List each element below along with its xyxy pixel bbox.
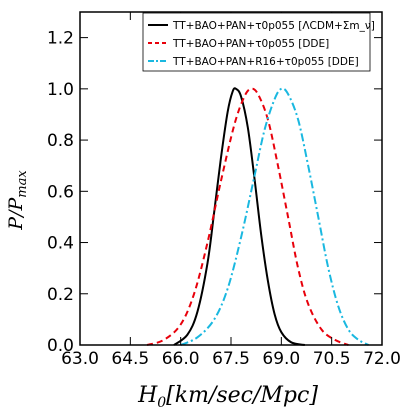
x-tick-label: 69.0 [262, 349, 300, 369]
legend-box [142, 12, 371, 72]
axis-ticks: 63.0 64.5 66.0 67.5 69.0 70.5 72.0 0.0 0.2 0.4 0.6… [47, 12, 401, 369]
y-tick-label: 0.6 [47, 182, 74, 202]
y-tick-label: 1.0 [47, 80, 74, 100]
y-label-sub: max [15, 170, 30, 198]
y-tick-label: 0.4 [47, 234, 74, 254]
series-line-1 [173, 87, 306, 346]
x-tick-label: 67.5 [212, 349, 250, 369]
x-tick-label: 72.0 [363, 349, 401, 369]
legend-label: TT+BAO+PAN+R16+τ0p055 [DDE] [172, 56, 359, 68]
x-tick-label: 66.0 [162, 349, 200, 369]
x-label-sub: 0 [157, 395, 166, 411]
y-tick-label: 1.2 [47, 29, 74, 49]
x-tick-label: 70.5 [313, 349, 351, 369]
x-label-rest: [km/sec/Mpc] [166, 383, 318, 408]
y-tick-label: 0.2 [47, 285, 74, 305]
x-label-main: H [137, 383, 158, 408]
x-tick-label: 63.0 [61, 349, 99, 369]
y-axis-label: P/Pmax [5, 170, 30, 231]
series-lines [146, 87, 370, 346]
series-line-3 [180, 87, 370, 346]
y-tick-label: 0.8 [47, 131, 74, 151]
series-line-2 [146, 87, 349, 346]
x-tick-label: 64.5 [111, 349, 149, 369]
y-label-main: P/P [5, 197, 27, 231]
svg-text:H0[km/sec/Mpc]: H0[km/sec/Mpc] [137, 383, 318, 411]
svg-text:P/Pmax: P/Pmax [5, 170, 30, 231]
legend: TT+BAO+PAN+τ0p055 [ΛCDM+Σm_ν] TT+BAO+PAN+… [142, 12, 375, 72]
x-axis-label: H0[km/sec/Mpc] [137, 383, 318, 411]
y-tick-label: 0.0 [47, 336, 74, 356]
legend-label: TT+BAO+PAN+τ0p055 [DDE] [172, 38, 329, 50]
legend-label: TT+BAO+PAN+τ0p055 [ΛCDM+Σm_ν] [172, 20, 375, 32]
